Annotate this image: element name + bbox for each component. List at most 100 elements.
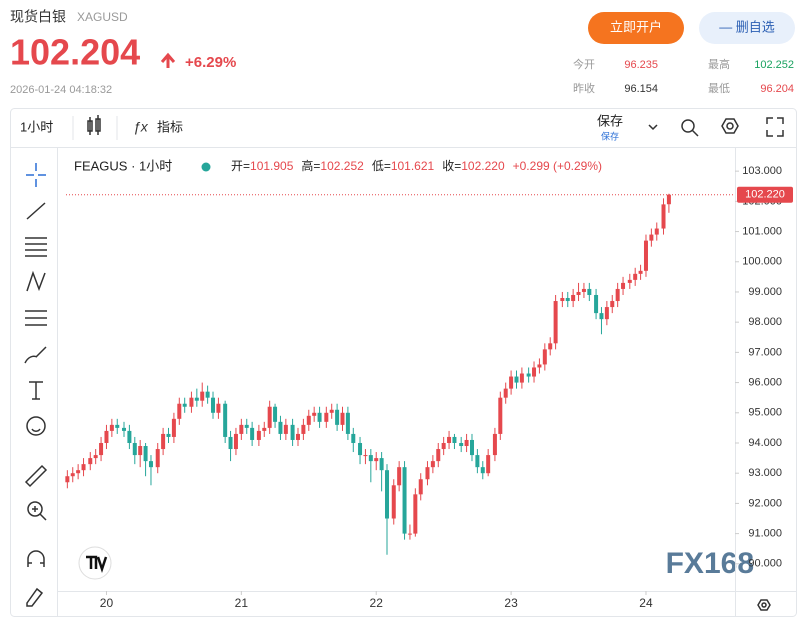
- ruler-tool[interactable]: [24, 464, 48, 488]
- candle-body: [407, 533, 412, 535]
- settings-icon[interactable]: [721, 118, 739, 134]
- candle-body: [604, 307, 609, 320]
- price: 102.204: [10, 32, 140, 73]
- candle-body: [115, 424, 120, 428]
- status-dot: [201, 162, 211, 172]
- line-tool[interactable]: [26, 202, 46, 220]
- candle-body: [317, 412, 322, 422]
- y-tick-label: 93.000: [748, 467, 782, 479]
- legend-ohlc: 开=101.905 高=102.252 低=101.621 收=102.220 +0.2…: [231, 158, 602, 173]
- candle-body: [182, 403, 187, 407]
- emoji-tool[interactable]: [26, 416, 46, 436]
- save-menu[interactable]: [648, 124, 658, 131]
- legend-value: 102.252: [320, 159, 364, 173]
- candle-type-icon[interactable]: [87, 115, 101, 135]
- candle-body: [148, 461, 153, 468]
- y-tick-label: 94.000: [748, 437, 782, 449]
- candle-body: [278, 421, 283, 434]
- candle-body: [233, 433, 238, 450]
- y-tick-label: 103.000: [742, 165, 782, 177]
- candle-body: [615, 288, 620, 302]
- candle-body: [358, 442, 363, 456]
- candle-body: [171, 418, 176, 437]
- open-account-label[interactable]: 立即开户: [610, 19, 662, 34]
- legend-name: FEAGUS · 1小时: [74, 158, 172, 173]
- zoom-tool[interactable]: [27, 501, 47, 521]
- candle-body: [385, 470, 390, 519]
- candle-body: [560, 298, 565, 302]
- legend-key: 低=: [372, 159, 391, 173]
- candle-body: [104, 430, 109, 443]
- candle-body: [127, 430, 132, 443]
- candle-body: [121, 427, 126, 431]
- candle-body: [273, 406, 278, 422]
- fx-icon[interactable]: ƒx: [133, 119, 149, 135]
- candle-body: [290, 424, 295, 440]
- candle-body: [666, 194, 671, 205]
- candle-body: [166, 433, 171, 437]
- candle-body: [480, 467, 485, 474]
- symbol: XAGUSD: [77, 10, 128, 24]
- y-tick-label: 99.000: [748, 286, 782, 298]
- candle-body: [312, 412, 317, 416]
- candle-body: [430, 461, 435, 468]
- fullscreen-icon[interactable]: [766, 117, 784, 137]
- projection-tool[interactable]: [25, 310, 47, 326]
- candle-body: [88, 458, 93, 465]
- candle-body: [155, 449, 160, 468]
- candle-body: [469, 439, 474, 456]
- candle-body: [397, 467, 402, 486]
- x-tick-label: 20: [100, 596, 114, 610]
- candle-body: [93, 455, 98, 459]
- candle-body: [138, 446, 143, 456]
- stat-value: 102.252: [754, 59, 794, 71]
- brush-tool[interactable]: [24, 346, 47, 364]
- magnet-tool[interactable]: [27, 550, 45, 567]
- open-account-button[interactable]: [588, 12, 684, 44]
- candle-body: [329, 409, 334, 413]
- candle-body: [581, 288, 586, 292]
- candle-body: [228, 436, 233, 450]
- candle-body: [76, 470, 81, 474]
- legend-key: 高=: [301, 158, 320, 173]
- candle-body: [223, 403, 228, 437]
- candle-body: [509, 376, 514, 389]
- candle-body: [413, 494, 418, 534]
- remove-watch-label[interactable]: — 删自选: [719, 19, 775, 34]
- candle-body: [391, 485, 396, 519]
- candle-body: [464, 439, 469, 447]
- y-tick-label: 91.000: [748, 528, 782, 540]
- candle-body: [81, 464, 86, 471]
- candle-body: [205, 391, 210, 398]
- title: 现货白银: [10, 9, 66, 25]
- candle-body: [661, 204, 666, 229]
- candle-body: [99, 442, 104, 456]
- interval-button[interactable]: 1小时: [20, 119, 53, 134]
- y-tick-label: 98.000: [748, 316, 782, 328]
- save-sub: 保存: [601, 130, 619, 141]
- indicators-button[interactable]: 指标: [157, 119, 183, 134]
- crosshair-tool[interactable]: [26, 163, 46, 187]
- x-tick-label: 22: [370, 596, 384, 610]
- x-tick-label: 24: [639, 596, 653, 610]
- pattern-tool[interactable]: [26, 270, 46, 292]
- candle-body: [643, 240, 648, 271]
- candle-body: [189, 397, 194, 407]
- timestamp: 2026-01-24 04:18:32: [10, 84, 112, 96]
- candle-body: [132, 442, 137, 456]
- candle-body: [654, 228, 659, 235]
- candle-body: [143, 446, 148, 462]
- candle-body: [211, 397, 216, 413]
- axis-settings[interactable]: [757, 599, 771, 611]
- search-icon[interactable]: [681, 119, 699, 137]
- lock-tool[interactable]: [26, 587, 44, 607]
- candle-body: [244, 424, 249, 428]
- save-button[interactable]: 保存: [597, 113, 623, 128]
- fib-tool[interactable]: [25, 237, 47, 257]
- candle-body: [194, 397, 199, 401]
- remove-watch-button[interactable]: [699, 12, 795, 44]
- candle-body: [537, 364, 542, 368]
- candle-body: [519, 373, 524, 383]
- candle-body: [576, 291, 581, 295]
- text-tool[interactable]: [29, 381, 43, 400]
